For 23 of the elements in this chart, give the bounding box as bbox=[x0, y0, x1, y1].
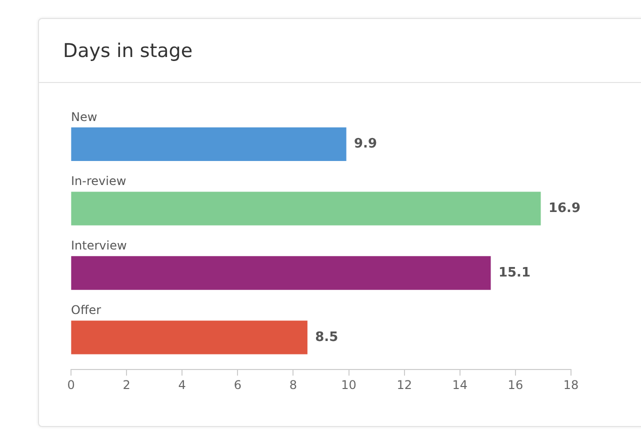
x-tick-label: 6 bbox=[234, 378, 242, 392]
data-label: 16.9 bbox=[548, 200, 581, 216]
y-tick-label: New bbox=[71, 110, 98, 124]
x-tick-label: 4 bbox=[178, 378, 186, 392]
data-label: 9.9 bbox=[354, 136, 378, 152]
x-tick-label: 12 bbox=[396, 378, 412, 392]
x-tick-label: 0 bbox=[67, 378, 75, 392]
x-tick-label: 2 bbox=[122, 378, 130, 392]
y-tick-label: Interview bbox=[71, 238, 127, 253]
bar bbox=[71, 256, 491, 290]
data-label: 8.5 bbox=[315, 330, 338, 345]
y-tick-label: In-review bbox=[71, 174, 126, 188]
x-tick-label: 16 bbox=[508, 378, 524, 392]
data-label: 15.1 bbox=[498, 265, 531, 280]
y-tick-label: Offer bbox=[71, 303, 102, 318]
x-tick-label: 14 bbox=[452, 378, 468, 392]
bar bbox=[71, 192, 541, 226]
bar bbox=[71, 320, 308, 354]
x-tick-label: 10 bbox=[341, 378, 356, 392]
chart-title: Days in stage bbox=[39, 19, 641, 83]
x-tick-label: 8 bbox=[289, 378, 298, 392]
bar bbox=[71, 127, 346, 162]
x-tick-label: 18 bbox=[563, 378, 579, 392]
